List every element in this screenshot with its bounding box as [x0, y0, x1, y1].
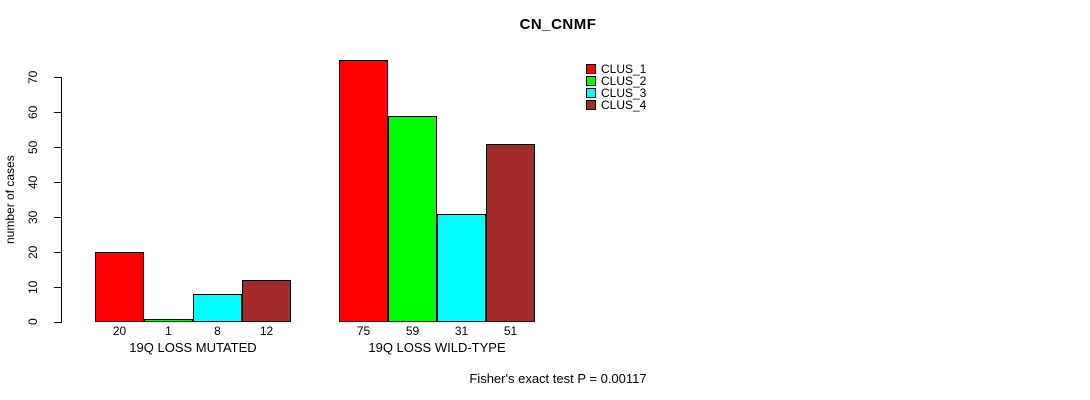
- group-label-2: 19Q LOSS WILD-TYPE: [368, 340, 506, 355]
- y-tick-30: [54, 217, 61, 218]
- y-tick-label-60: 60: [26, 105, 40, 119]
- chart-title: CN_CNMF: [519, 16, 597, 33]
- group-label-1: 19Q LOSS MUTATED: [129, 340, 257, 355]
- bar-clus_2-group2: [388, 115, 437, 322]
- y-tick-40: [54, 182, 61, 183]
- y-tick-label-40: 40: [26, 175, 40, 189]
- y-tick-label-20: 20: [26, 245, 40, 259]
- y-tick-0: [54, 322, 61, 323]
- legend-label-clus_1: CLUS_1: [601, 62, 647, 76]
- legend-label-clus_2: CLUS_2: [601, 74, 647, 88]
- legend-row-clus_2: CLUS_2: [586, 75, 646, 87]
- legend-swatch-clus_1: [586, 64, 596, 74]
- bar-clus_4-group2: [486, 143, 535, 322]
- y-tick-10: [54, 287, 61, 288]
- legend-swatch-clus_4: [586, 100, 596, 110]
- stats-annotation: Fisher's exact test P = 0.00117: [469, 371, 647, 386]
- legend-swatch-clus_2: [586, 76, 596, 86]
- bar-value-clus_1-group1: 20: [112, 324, 127, 338]
- y-tick-label-10: 10: [26, 280, 40, 294]
- y-tick-label-30: 30: [26, 210, 40, 224]
- y-axis-title: number of cases: [3, 155, 17, 244]
- legend-swatch-clus_3: [586, 88, 596, 98]
- legend-row-clus_3: CLUS_3: [586, 87, 646, 99]
- legend-label-clus_3: CLUS_3: [601, 86, 647, 100]
- bar-value-clus_1-group2: 75: [356, 324, 371, 338]
- y-tick-60: [54, 112, 61, 113]
- bar-clus_4-group1: [242, 280, 291, 322]
- bar-clus_2-group1: [144, 318, 193, 322]
- bar-value-clus_3-group1: 8: [214, 324, 221, 338]
- bar-value-clus_4-group2: 51: [503, 324, 518, 338]
- bar-clus_1-group1: [95, 252, 144, 322]
- legend-row-clus_4: CLUS_4: [586, 99, 646, 111]
- bar-clus_3-group2: [437, 213, 486, 322]
- legend-row-clus_1: CLUS_1: [586, 63, 646, 75]
- legend: CLUS_1 CLUS_2 CLUS_3 CLUS_4: [586, 63, 646, 111]
- y-tick-label-70: 70: [26, 70, 40, 84]
- bar-clus_3-group1: [193, 294, 242, 322]
- legend-label-clus_4: CLUS_4: [601, 98, 647, 112]
- y-axis-line: [61, 77, 62, 323]
- y-tick-label-0: 0: [26, 318, 40, 326]
- bar-value-clus_2-group1: 1: [165, 324, 172, 338]
- y-tick-20: [54, 252, 61, 253]
- bar-value-clus_2-group2: 59: [405, 324, 420, 338]
- bar-value-clus_4-group1: 12: [259, 324, 274, 338]
- bar-value-clus_3-group2: 31: [454, 324, 469, 338]
- y-tick-50: [54, 147, 61, 148]
- y-tick-70: [54, 77, 61, 78]
- bar-clus_1-group2: [339, 59, 388, 322]
- y-tick-label-50: 50: [26, 140, 40, 154]
